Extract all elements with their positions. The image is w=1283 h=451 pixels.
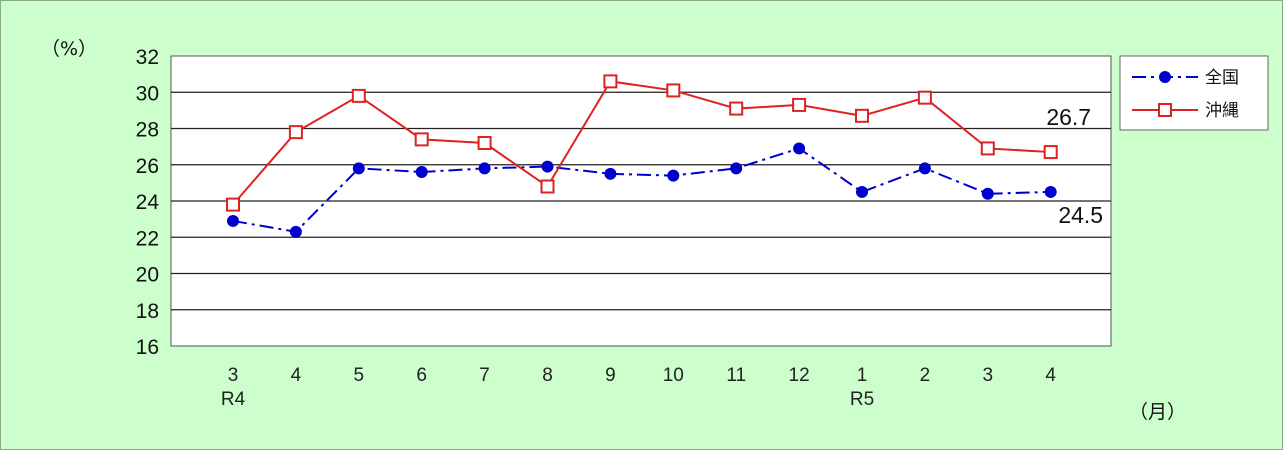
gridlines: [171, 91, 1111, 311]
series-line-0: [232, 147, 1051, 233]
data-point: [667, 169, 680, 182]
legend-item-okinawa: 沖縄: [1132, 101, 1239, 121]
x-tick-label: 10: [663, 365, 684, 386]
x-axis-ticks: 3 4 5 6 7 8 9 10 11 12 1 2 3 4R4 R5: [221, 365, 1057, 410]
x-tick-label: 7: [479, 365, 490, 386]
data-point: [1044, 185, 1057, 198]
x-year-label: R4: [221, 389, 246, 410]
y-tick-label: 22: [136, 227, 159, 250]
y-tick-label: 26: [136, 155, 159, 178]
legend-national-marker-icon: [1159, 71, 1171, 83]
x-tick-label: 1: [857, 365, 868, 386]
data-point: [289, 225, 302, 238]
series-layer: 24.5 26.7: [226, 74, 1103, 238]
x-tick-label: 3: [228, 365, 239, 386]
series-line-1: [232, 80, 1051, 206]
legend-national-label: 全国: [1205, 68, 1239, 88]
y-tick-label: 32: [136, 46, 159, 69]
data-point: [980, 141, 995, 156]
data-point: [666, 83, 681, 98]
x-tick-label: 12: [789, 365, 810, 386]
y-tick-label: 18: [136, 300, 159, 323]
data-point: [477, 136, 492, 150]
y-axis-unit: （%）: [41, 38, 97, 60]
x-year-label: R5: [850, 389, 874, 410]
y-tick-label: 24: [136, 191, 160, 214]
y-tick-label: 28: [136, 119, 159, 142]
data-point: [415, 166, 428, 178]
data-point: [729, 101, 744, 116]
legend-okinawa-label: 沖縄: [1205, 101, 1239, 121]
end-value-label: 26.7: [1046, 104, 1091, 130]
data-point: [227, 214, 239, 227]
x-tick-label: 4: [291, 365, 302, 386]
x-tick-label: 4: [1045, 365, 1056, 386]
data-point: [540, 179, 555, 194]
x-tick-label: 2: [920, 365, 931, 386]
data-point: [917, 90, 932, 105]
data-point: [793, 142, 806, 155]
x-axis-unit: （月）: [1129, 401, 1186, 423]
data-point: [352, 162, 365, 175]
x-tick-label: 5: [354, 365, 365, 386]
data-point: [856, 185, 868, 198]
legend: 全国 沖縄: [1119, 55, 1269, 131]
data-point: [226, 197, 240, 212]
x-tick-label: 6: [416, 365, 427, 386]
data-point: [730, 162, 743, 175]
x-tick-label: 11: [726, 365, 746, 386]
data-point: [1043, 145, 1058, 160]
data-point: [604, 167, 617, 180]
data-point: [414, 132, 429, 147]
y-tick-label: 20: [136, 264, 159, 287]
x-tick-label: 3: [983, 365, 994, 386]
legend-box: [1119, 55, 1269, 131]
data-point: [918, 162, 931, 175]
data-point: [792, 97, 807, 112]
data-point: [855, 108, 869, 123]
x-tick-label: 8: [542, 365, 553, 386]
legend-okinawa-marker-icon: [1158, 103, 1172, 117]
data-point: [541, 160, 554, 173]
data-point: [351, 88, 366, 103]
x-tick-label: 9: [605, 365, 616, 386]
y-tick-label: 30: [136, 82, 159, 105]
end-value-label: 24.5: [1058, 202, 1103, 228]
legend-item-national: 全国: [1132, 68, 1239, 88]
data-point: [288, 125, 303, 140]
y-axis-ticks: 16 18 20 22 24 26 28 30 32: [136, 46, 160, 359]
y-tick-label: 16: [136, 336, 159, 359]
data-point: [603, 74, 618, 89]
data-point: [478, 162, 491, 175]
data-point: [981, 187, 994, 200]
